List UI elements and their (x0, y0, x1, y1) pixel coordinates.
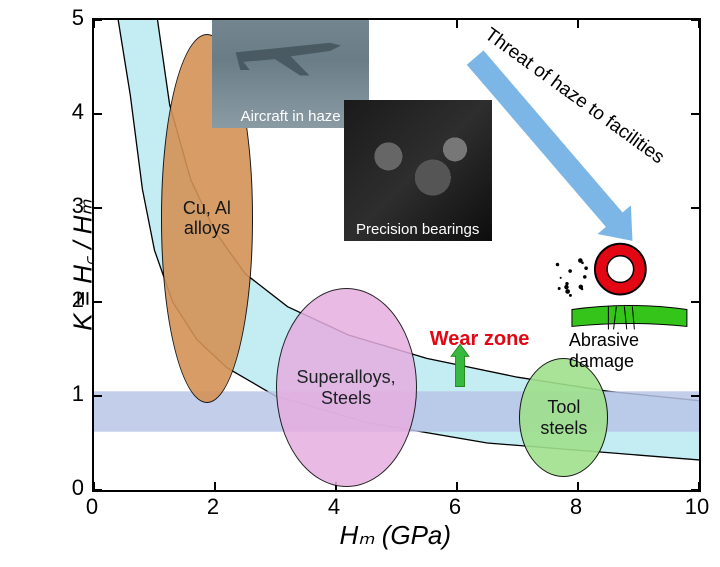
materials-wear-diagram: Cu, Al alloys Superalloys, Steels Tool ste… (0, 0, 720, 567)
xtick-label: 4 (328, 494, 340, 520)
xtick-label: 6 (449, 494, 461, 520)
region-label: Tool steels (540, 397, 587, 438)
xtick-label: 10 (685, 494, 709, 520)
region-super: Superalloys, Steels (276, 288, 417, 487)
xtick-label: 0 (86, 494, 98, 520)
xtick-label: 2 (207, 494, 219, 520)
ytick-label: 1 (54, 381, 84, 407)
xtick-label: 8 (570, 494, 582, 520)
region-tool: Tool steels (519, 358, 608, 477)
ytick-label: 0 (54, 475, 84, 501)
region-label: Cu, Al alloys (183, 198, 231, 239)
abrasive-damage-label: Abrasive damage (569, 330, 699, 372)
region-label: Superalloys, Steels (297, 367, 396, 408)
x-axis-label: Hₘ (GPa) (340, 520, 452, 551)
ytick-label: 4 (54, 99, 84, 125)
inset-bearings: Precision bearings (344, 100, 492, 241)
ytick-label: 5 (54, 5, 84, 31)
plot-area: Cu, Al alloys Superalloys, Steels Tool ste… (92, 18, 701, 492)
wear-zone-label: Wear zone (430, 328, 530, 351)
y-axis-label: K ≡ H꜀ / Hₘ (64, 199, 100, 330)
